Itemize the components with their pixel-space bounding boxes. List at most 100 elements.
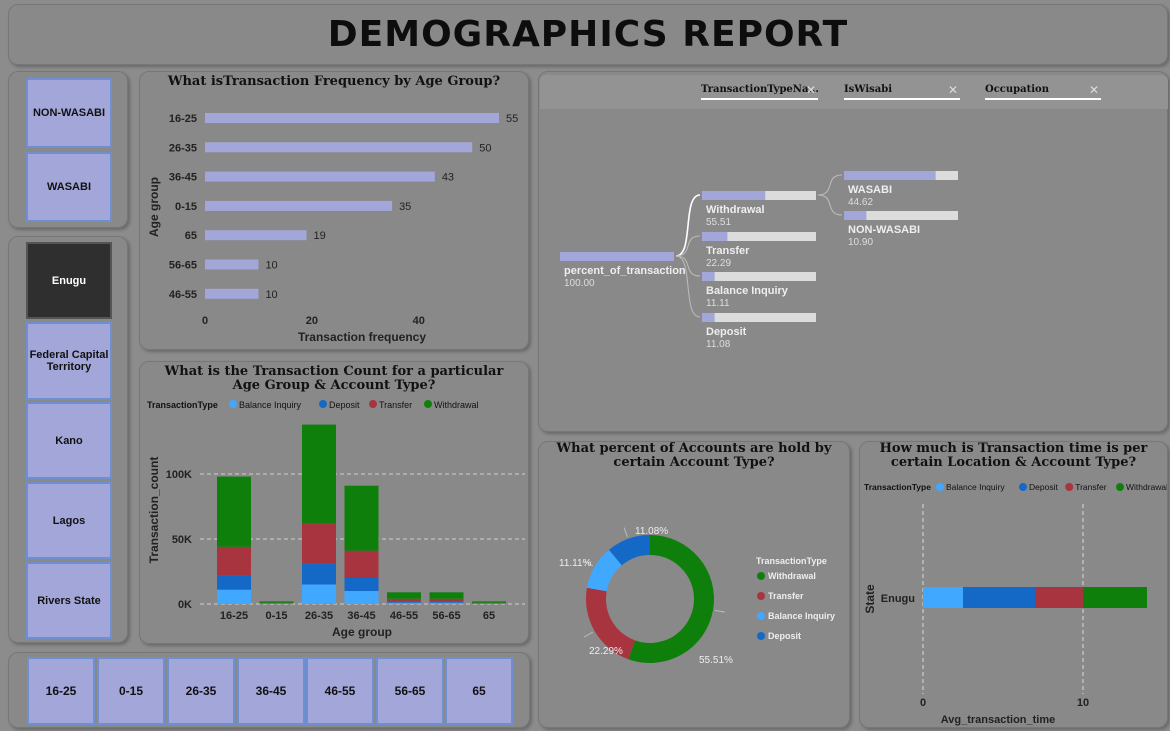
- freq-bar: [205, 259, 259, 270]
- count-bar-segment: [344, 550, 379, 578]
- freq-bar: [205, 171, 435, 182]
- close-icon[interactable]: ✕: [805, 83, 816, 97]
- time-legend-label: Deposit: [1029, 482, 1058, 492]
- time-chart: TransactionType Balance Inquiry Deposit Tra…: [863, 482, 1167, 726]
- freq-data-label: 55: [506, 113, 518, 125]
- frequency-chart-title: What isTransaction Frequency by Age Grou…: [167, 74, 501, 89]
- freq-data-label: 10: [265, 260, 277, 272]
- slicer-non-wasabi[interactable]: NON-WASABI: [26, 78, 112, 148]
- count-bar-segment: [344, 591, 379, 604]
- time-legend-label: Transfer: [1075, 482, 1107, 492]
- time-legend-label: Balance Inquiry: [946, 482, 1005, 492]
- freq-bar: [205, 200, 393, 211]
- freq-x-axis-title: Transaction frequency: [298, 330, 426, 344]
- count-x-tick: 0-15: [265, 610, 287, 622]
- time-legend-label: Withdrawal: [1126, 482, 1167, 492]
- slicer-age-26-35[interactable]: 26-35: [167, 657, 235, 725]
- count-bar-segment: [217, 476, 251, 547]
- count-x-tick: 36-45: [347, 610, 375, 622]
- freq-data-label: 50: [479, 142, 491, 154]
- freq-tick-label: 46-55: [169, 289, 197, 301]
- slicer-age-16-25[interactable]: 16-25: [27, 657, 95, 725]
- count-bar-segment: [387, 601, 421, 603]
- close-icon[interactable]: ✕: [1088, 83, 1099, 97]
- time-x-axis-title: Avg_transaction_time: [941, 714, 1056, 726]
- freq-data-label: 19: [314, 230, 326, 242]
- count-bar-segment: [217, 546, 251, 576]
- time-y-axis-title: State: [863, 584, 877, 614]
- freq-x-tick: 20: [306, 315, 318, 327]
- slicer-age-56-65[interactable]: 56-65: [376, 657, 444, 725]
- donut-leader-line: [583, 631, 594, 638]
- slicer-lagos[interactable]: Lagos: [26, 482, 112, 559]
- filter-transaction-type[interactable]: TransactionTypeNa... ✕: [701, 83, 819, 100]
- freq-bar: [205, 288, 259, 299]
- frequency-chart-panel: What isTransaction Frequency by Age Grou…: [139, 71, 529, 350]
- count-y-tick: 100K: [166, 469, 192, 481]
- count-legend-title: TransactionType: [147, 400, 218, 410]
- donut-leader-line: [714, 609, 725, 613]
- filter-iswisabi[interactable]: IsWisabi ✕: [844, 84, 960, 100]
- tree-level2-node-label: NON-WASABI: [848, 224, 920, 236]
- time-bar-segment: [1083, 587, 1147, 608]
- close-icon[interactable]: ✕: [947, 83, 958, 97]
- freq-x-tick: 40: [413, 315, 425, 327]
- donut-slice: [586, 587, 636, 660]
- tree-level1-node-bar-track: [702, 313, 816, 322]
- time-legend-title: TransactionType: [864, 482, 931, 492]
- tree-level1-node-value: 55.51: [706, 217, 731, 228]
- tree-level1-node-label: Withdrawal: [706, 204, 765, 216]
- donut-leader-line: [623, 527, 628, 538]
- tree-level1-node-bar-track: [702, 232, 816, 241]
- count-bar-segment: [344, 578, 379, 591]
- count-legend-label: Transfer: [379, 400, 412, 410]
- count-bar-segment: [472, 601, 506, 603]
- decomposition-tree-panel: TransactionTypeNa... ✕ IsWisabi ✕ Occupati…: [538, 71, 1168, 432]
- count-y-axis-title: Transaction_count: [147, 457, 161, 564]
- donut-slice: [608, 535, 650, 566]
- slicer-kano[interactable]: Kano: [26, 402, 112, 479]
- freq-data-label: 35: [399, 201, 411, 213]
- slicer-enugu[interactable]: Enugu: [26, 242, 112, 319]
- count-legend-label: Deposit: [329, 400, 360, 410]
- filter-bar: [540, 75, 1168, 109]
- tree-level2-node-label: WASABI: [848, 184, 892, 196]
- tree-connector: [675, 235, 701, 257]
- count-legend-marker: [369, 400, 377, 408]
- frequency-chart: 16-25 55 26-35 50 36-45 43 0-15 35 65 19 56-65 10 46…: [147, 113, 518, 344]
- count-bar-segment: [217, 575, 251, 590]
- tree-level2-node-bar-fill: [844, 171, 936, 180]
- count-bar-segment: [387, 592, 421, 599]
- account-type-slicer: NON-WASABI WASABI: [8, 71, 128, 228]
- count-y-tick: 50K: [172, 534, 192, 546]
- tree-level1-node-bar-fill: [702, 313, 715, 322]
- freq-tick-label: 56-65: [169, 260, 197, 272]
- age-group-slicer: 16-25 0-15 26-35 36-45 46-55 56-65 65: [8, 652, 530, 728]
- tree-root-bar-fill: [560, 252, 674, 261]
- tree-level1-node-label: Deposit: [706, 326, 747, 338]
- slicer-age-46-55[interactable]: 46-55: [306, 657, 374, 725]
- donut-legend-marker: [757, 572, 765, 580]
- count-legend-marker: [319, 400, 327, 408]
- slicer-rivers-state[interactable]: Rivers State: [26, 562, 112, 639]
- time-bar-segment: [923, 587, 963, 608]
- time-legend-marker: [1116, 483, 1124, 491]
- count-bar-segment: [302, 563, 336, 585]
- slicer-wasabi[interactable]: WASABI: [26, 152, 112, 222]
- tree-root-value: 100.00: [564, 278, 595, 289]
- slicer-age-0-15[interactable]: 0-15: [97, 657, 165, 725]
- freq-x-tick: 0: [202, 315, 208, 327]
- slicer-fct[interactable]: Federal Capital Territory: [26, 322, 112, 400]
- filter-occupation[interactable]: Occupation ✕: [985, 84, 1101, 100]
- donut-data-label: 22.29%: [589, 646, 623, 657]
- slicer-age-65[interactable]: 65: [445, 657, 513, 725]
- freq-tick-label: 36-45: [169, 172, 197, 184]
- count-x-tick: 26-35: [305, 610, 333, 622]
- tree-level2-node-bar-fill: [844, 211, 867, 220]
- freq-bar: [205, 113, 499, 123]
- count-bar-segment: [302, 523, 336, 564]
- count-bar-segment: [429, 601, 464, 603]
- slicer-age-36-45[interactable]: 36-45: [237, 657, 305, 725]
- donut-chart-panel: What percent of Accounts are hold by cer…: [538, 441, 850, 728]
